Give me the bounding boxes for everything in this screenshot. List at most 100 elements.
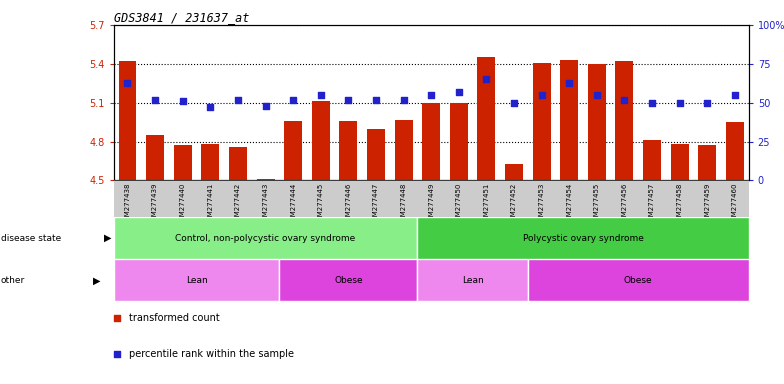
Text: GSM277459: GSM277459: [704, 182, 710, 225]
Text: GSM277455: GSM277455: [593, 182, 600, 225]
Text: GSM277448: GSM277448: [401, 182, 407, 225]
Bar: [694, 180, 721, 217]
Text: ▶: ▶: [103, 233, 111, 243]
Point: [508, 99, 521, 106]
Bar: [450, 103, 468, 180]
Text: Lean: Lean: [462, 276, 484, 285]
Point: [425, 92, 437, 98]
Bar: [671, 144, 688, 180]
Text: Polycystic ovary syndrome: Polycystic ovary syndrome: [523, 233, 644, 243]
Bar: [114, 180, 141, 217]
Text: GSM277458: GSM277458: [677, 182, 683, 225]
Bar: [146, 135, 164, 180]
Bar: [279, 259, 417, 301]
Bar: [726, 122, 744, 180]
Point: [590, 92, 603, 98]
Bar: [339, 121, 358, 180]
Text: Obese: Obese: [334, 276, 363, 285]
Bar: [528, 259, 749, 301]
Bar: [561, 60, 579, 180]
Bar: [638, 180, 666, 217]
Text: percentile rank within the sample: percentile rank within the sample: [129, 349, 294, 359]
Bar: [611, 180, 638, 217]
Bar: [279, 180, 307, 217]
Point: [370, 96, 383, 103]
Text: GSM277443: GSM277443: [263, 182, 269, 225]
Text: ▶: ▶: [93, 275, 100, 285]
Point: [122, 79, 134, 86]
Point: [701, 99, 713, 106]
Text: GSM277442: GSM277442: [235, 182, 241, 225]
Bar: [252, 180, 279, 217]
Text: GSM277449: GSM277449: [428, 182, 434, 225]
Bar: [307, 180, 335, 217]
Point: [728, 92, 741, 98]
Text: GSM277457: GSM277457: [649, 182, 655, 225]
Bar: [500, 180, 528, 217]
Point: [673, 99, 686, 106]
Point: [314, 92, 327, 98]
Point: [111, 351, 124, 357]
Text: GSM277444: GSM277444: [290, 182, 296, 225]
Point: [397, 96, 410, 103]
Bar: [532, 63, 550, 180]
Bar: [588, 64, 606, 180]
Point: [231, 96, 244, 103]
Point: [563, 79, 575, 86]
Bar: [390, 180, 417, 217]
Text: transformed count: transformed count: [129, 313, 220, 323]
Text: GDS3841 / 231637_at: GDS3841 / 231637_at: [114, 11, 249, 24]
Text: GSM277454: GSM277454: [566, 182, 572, 225]
Text: disease state: disease state: [1, 233, 61, 243]
Bar: [118, 61, 136, 180]
Bar: [141, 180, 169, 217]
Bar: [114, 217, 417, 259]
Point: [287, 96, 299, 103]
Bar: [473, 180, 500, 217]
Bar: [169, 180, 197, 217]
Bar: [417, 259, 528, 301]
Point: [646, 99, 659, 106]
Bar: [394, 119, 412, 180]
Text: Obese: Obese: [624, 276, 652, 285]
Text: GSM277445: GSM277445: [318, 182, 324, 225]
Text: GSM277450: GSM277450: [456, 182, 462, 225]
Text: GSM277453: GSM277453: [539, 182, 545, 225]
Text: other: other: [1, 276, 25, 285]
Point: [176, 98, 189, 104]
Text: GSM277446: GSM277446: [346, 182, 351, 225]
Bar: [583, 180, 611, 217]
Point: [535, 92, 548, 98]
Bar: [477, 57, 495, 180]
Bar: [174, 146, 191, 180]
Point: [111, 315, 124, 321]
Text: Control, non-polycystic ovary syndrome: Control, non-polycystic ovary syndrome: [176, 233, 356, 243]
Text: GSM277451: GSM277451: [484, 182, 489, 225]
Point: [204, 104, 216, 111]
Bar: [666, 180, 694, 217]
Point: [342, 96, 354, 103]
Bar: [201, 144, 220, 180]
Text: GSM277438: GSM277438: [125, 182, 130, 225]
Bar: [615, 61, 633, 180]
Point: [452, 89, 465, 95]
Text: GSM277441: GSM277441: [207, 182, 213, 225]
Bar: [423, 103, 440, 180]
Bar: [721, 180, 749, 217]
Text: GSM277439: GSM277439: [152, 182, 158, 225]
Bar: [284, 121, 302, 180]
Bar: [312, 101, 330, 180]
Bar: [114, 259, 279, 301]
Point: [619, 96, 631, 103]
Bar: [505, 164, 523, 180]
Point: [260, 103, 272, 109]
Bar: [417, 180, 445, 217]
Bar: [224, 180, 252, 217]
Bar: [555, 180, 583, 217]
Bar: [367, 129, 385, 180]
Text: GSM277452: GSM277452: [511, 182, 517, 225]
Text: GSM277460: GSM277460: [732, 182, 738, 225]
Bar: [256, 179, 274, 180]
Text: GSM277456: GSM277456: [622, 182, 627, 225]
Bar: [528, 180, 555, 217]
